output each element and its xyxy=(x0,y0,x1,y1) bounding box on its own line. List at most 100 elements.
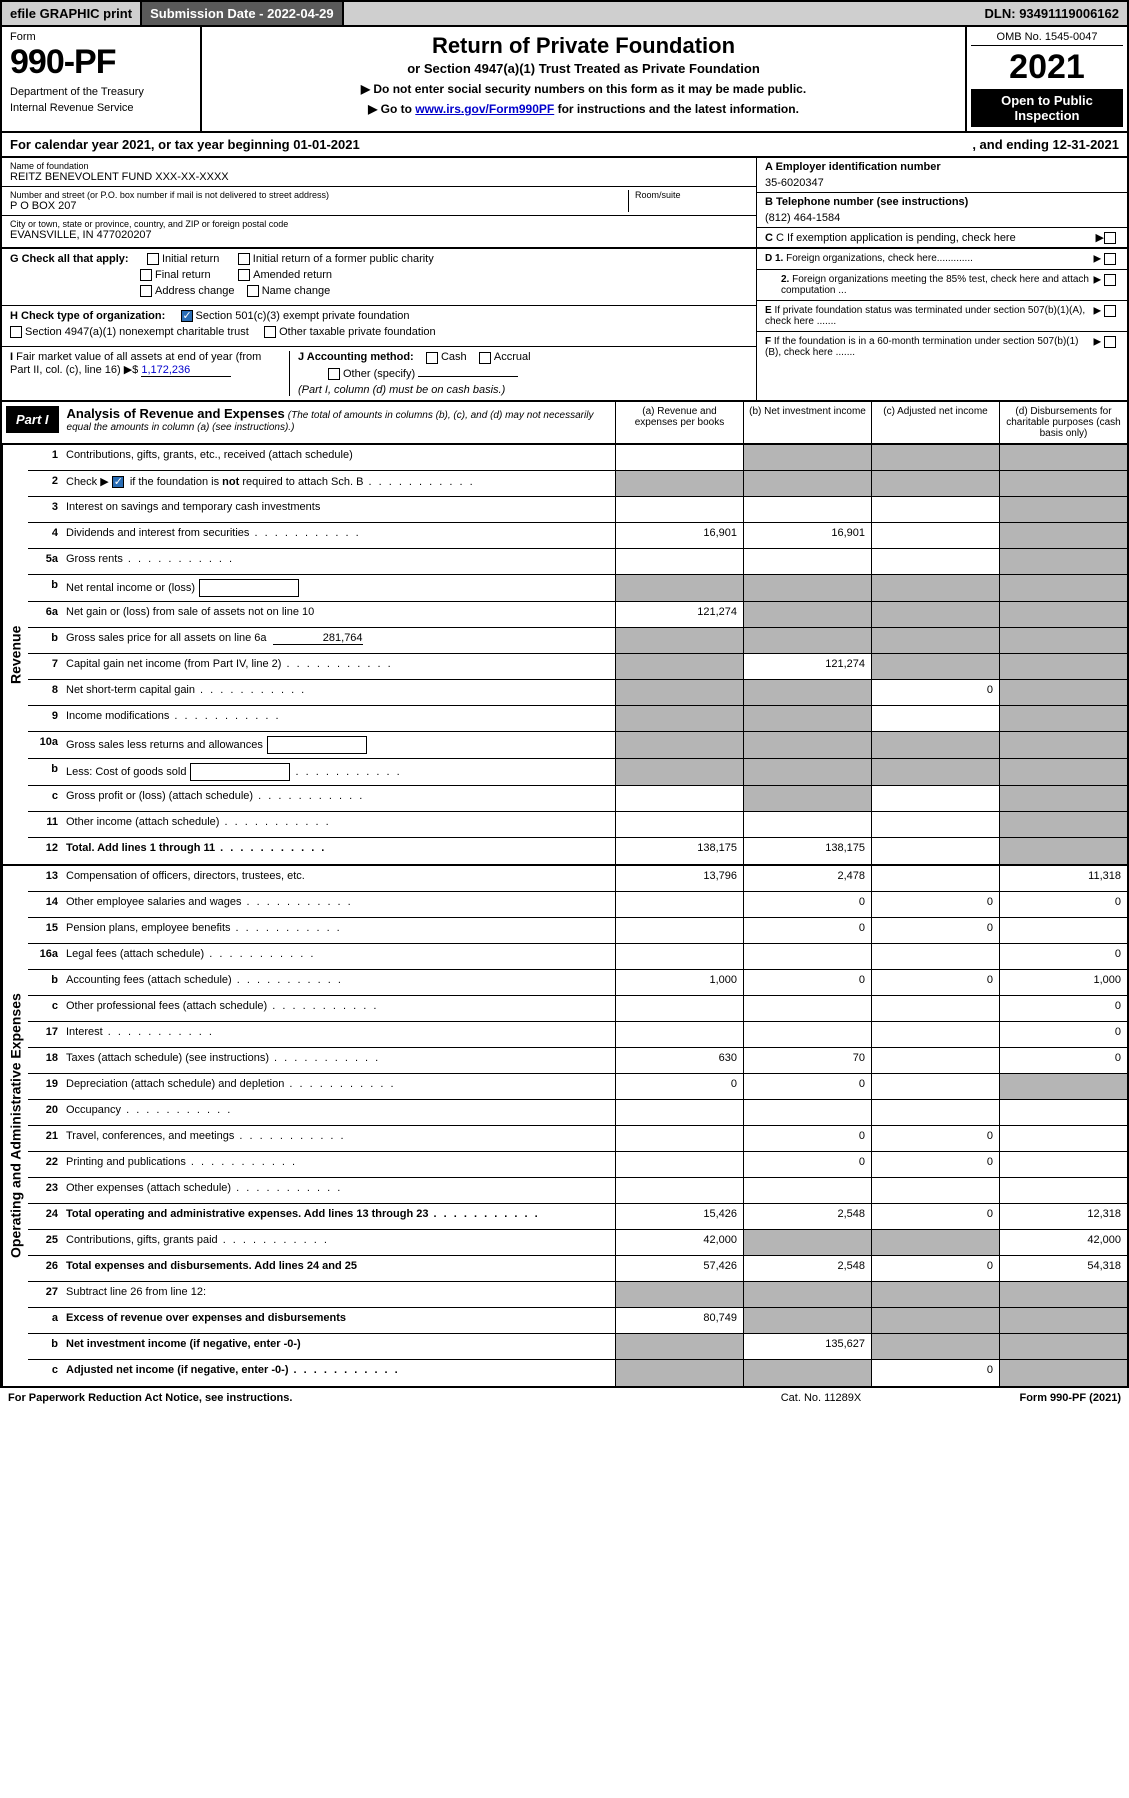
table-row: bGross sales price for all assets on lin… xyxy=(28,628,1127,654)
initial-return-checkbox[interactable] xyxy=(147,253,159,265)
line-number: b xyxy=(28,759,62,785)
line-description: Gross sales price for all assets on line… xyxy=(62,628,615,653)
value-cell xyxy=(743,575,871,601)
initial-former-checkbox[interactable] xyxy=(238,253,250,265)
line-number: 10a xyxy=(28,732,62,758)
page-footer: For Paperwork Reduction Act Notice, see … xyxy=(0,1388,1129,1408)
line-description: Depreciation (attach schedule) and deple… xyxy=(62,1074,615,1099)
value-cell xyxy=(743,1230,871,1255)
value-cell xyxy=(743,445,871,470)
identification-block: Name of foundation REITZ BENEVOLENT FUND… xyxy=(0,158,1129,249)
value-cell xyxy=(615,786,743,811)
table-row: 15Pension plans, employee benefits00 xyxy=(28,918,1127,944)
value-cell: 1,000 xyxy=(999,970,1127,995)
cash-checkbox[interactable] xyxy=(426,352,438,364)
value-cell: 138,175 xyxy=(743,838,871,864)
value-cell: 15,426 xyxy=(615,1204,743,1229)
form-label: Form xyxy=(10,31,192,43)
value-cell xyxy=(615,1178,743,1203)
final-return-checkbox[interactable] xyxy=(140,269,152,281)
value-cell: 16,901 xyxy=(615,523,743,548)
other-taxable-checkbox[interactable] xyxy=(264,326,276,338)
amended-return-checkbox[interactable] xyxy=(238,269,250,281)
other-method-checkbox[interactable] xyxy=(328,368,340,380)
city-label: City or town, state or province, country… xyxy=(10,219,748,229)
value-cell xyxy=(743,680,871,705)
value-cell xyxy=(615,1360,743,1386)
line-description: Occupancy xyxy=(62,1100,615,1125)
line-description: Other professional fees (attach schedule… xyxy=(62,996,615,1021)
calendar-year-row: For calendar year 2021, or tax year begi… xyxy=(0,133,1129,158)
value-cell xyxy=(999,575,1127,601)
inline-box xyxy=(267,736,367,754)
d1-checkbox[interactable] xyxy=(1104,253,1116,265)
col-a-head: (a) Revenue and expenses per books xyxy=(615,402,743,443)
phone-label: B Telephone number (see instructions) xyxy=(765,196,1119,208)
line-description: Capital gain net income (from Part IV, l… xyxy=(62,654,615,679)
value-cell xyxy=(743,944,871,969)
table-row: bLess: Cost of goods sold xyxy=(28,759,1127,786)
line-description: Less: Cost of goods sold xyxy=(62,759,615,785)
value-cell xyxy=(999,1334,1127,1359)
line-number: 16a xyxy=(28,944,62,969)
table-row: 3Interest on savings and temporary cash … xyxy=(28,497,1127,523)
table-row: 12Total. Add lines 1 through 11138,17513… xyxy=(28,838,1127,864)
value-cell xyxy=(743,628,871,653)
value-cell: 0 xyxy=(871,680,999,705)
4947-checkbox[interactable] xyxy=(10,326,22,338)
value-cell xyxy=(743,786,871,811)
other-method-label: Other (specify) xyxy=(343,368,415,380)
value-cell: 0 xyxy=(871,1256,999,1281)
city: EVANSVILLE, IN 477020207 xyxy=(10,229,748,241)
footer-center: Cat. No. 11289X xyxy=(721,1392,921,1404)
irs-link[interactable]: www.irs.gov/Form990PF xyxy=(415,102,554,116)
value-cell xyxy=(615,812,743,837)
value-cell xyxy=(871,866,999,891)
line-number: 27 xyxy=(28,1282,62,1307)
value-cell: 11,318 xyxy=(999,866,1127,891)
instr-link: ▶ Go to www.irs.gov/Form990PF for instru… xyxy=(210,102,957,116)
table-row: 2Check ▶ if the foundation is not requir… xyxy=(28,471,1127,497)
line-description: Gross sales less returns and allowances xyxy=(62,732,615,758)
value-cell xyxy=(999,812,1127,837)
inline-box xyxy=(199,579,299,597)
expenses-table: Operating and Administrative Expenses 13… xyxy=(0,866,1129,1388)
value-cell: 0 xyxy=(999,944,1127,969)
id-right: A Employer identification number 35-6020… xyxy=(757,158,1127,247)
value-cell: 0 xyxy=(871,918,999,943)
d2-checkbox[interactable] xyxy=(1104,274,1116,286)
value-cell xyxy=(615,575,743,601)
value-cell xyxy=(999,497,1127,522)
f-checkbox[interactable] xyxy=(1104,336,1116,348)
other-taxable-label: Other taxable private foundation xyxy=(279,326,436,338)
value-cell: 0 xyxy=(871,1126,999,1151)
top-bar: efile GRAPHIC print Submission Date - 20… xyxy=(0,0,1129,27)
inline-box xyxy=(190,763,290,781)
name-change-checkbox[interactable] xyxy=(247,285,259,297)
arrow-icon: ▶ xyxy=(1096,231,1104,244)
line-number: a xyxy=(28,1308,62,1333)
other-specify-line xyxy=(418,376,518,377)
j-note: (Part I, column (d) must be on cash basi… xyxy=(298,384,748,396)
accrual-checkbox[interactable] xyxy=(479,352,491,364)
final-return-label: Final return xyxy=(155,269,211,281)
d2-row: 2. Foreign organizations meeting the 85%… xyxy=(757,270,1127,301)
value-cell xyxy=(871,523,999,548)
table-row: 20Occupancy xyxy=(28,1100,1127,1126)
501c3-checkbox[interactable] xyxy=(181,310,193,322)
value-cell xyxy=(615,1334,743,1359)
schb-checkbox[interactable] xyxy=(112,476,124,488)
line-description: Excess of revenue over expenses and disb… xyxy=(62,1308,615,1333)
address-cell: Number and street (or P.O. box number if… xyxy=(2,187,756,216)
value-cell xyxy=(871,549,999,574)
value-cell: 0 xyxy=(871,1360,999,1386)
e-label: If private foundation status was termina… xyxy=(765,305,1085,327)
line-number: b xyxy=(28,628,62,653)
address-change-checkbox[interactable] xyxy=(140,285,152,297)
exemption-checkbox[interactable] xyxy=(1104,232,1116,244)
table-row: 5aGross rents xyxy=(28,549,1127,575)
line-number: 3 xyxy=(28,497,62,522)
f-label: If the foundation is in a 60-month termi… xyxy=(765,336,1079,358)
e-checkbox[interactable] xyxy=(1104,305,1116,317)
value-cell xyxy=(615,471,743,496)
